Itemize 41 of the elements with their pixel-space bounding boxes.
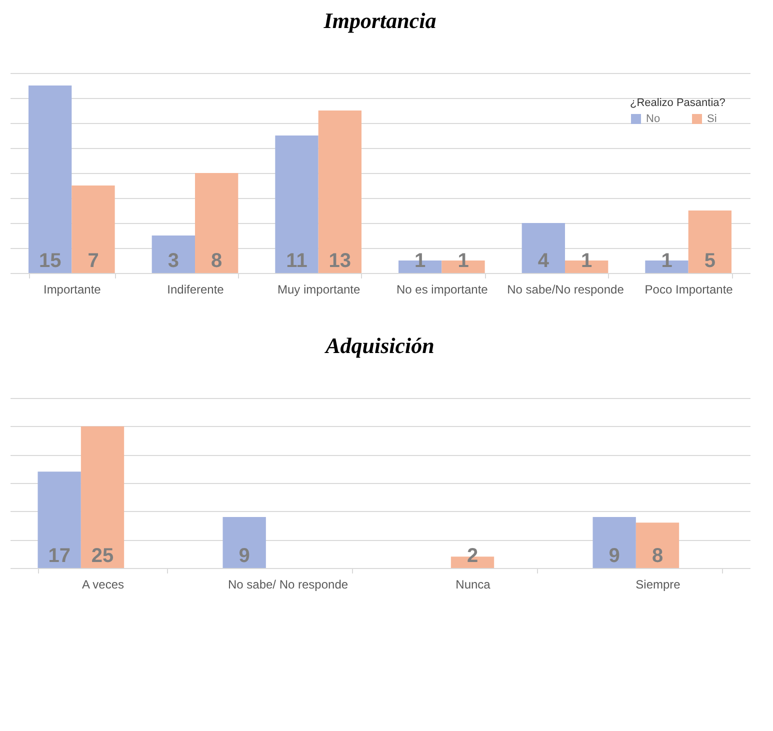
x-tick-label: Nunca xyxy=(456,578,491,592)
data-label: 25 xyxy=(91,545,114,567)
x-tick-label: No sabe/No responde xyxy=(507,282,624,296)
bar xyxy=(522,223,565,273)
bar xyxy=(72,186,115,273)
x-tick-label: No es importante xyxy=(396,282,488,296)
bar xyxy=(80,426,124,568)
legend-label: Si xyxy=(707,113,717,125)
data-label: 9 xyxy=(238,545,250,567)
legend-label: No xyxy=(646,113,660,125)
x-tick-label: Muy importante xyxy=(277,282,361,296)
bar xyxy=(318,110,362,273)
bar xyxy=(592,517,636,568)
bar xyxy=(152,236,195,273)
x-tick-label: Importante xyxy=(43,282,102,296)
x-tick-label: No sabe/ No responde xyxy=(228,578,348,592)
chart-title: Importancia xyxy=(322,8,436,33)
bar xyxy=(636,522,680,568)
data-label: 13 xyxy=(328,250,352,272)
legend-title: ¿Realizo Pasantia? xyxy=(630,97,726,109)
bar xyxy=(28,86,72,273)
data-label: 7 xyxy=(88,250,99,272)
x-tick-label: Indiferente xyxy=(167,282,224,296)
x-tick-label: Siempre xyxy=(636,578,681,592)
bar xyxy=(688,210,732,273)
chart-title: Adquisición xyxy=(324,333,434,358)
data-label: 9 xyxy=(608,545,620,567)
data-label: 4 xyxy=(538,250,550,272)
data-label: 8 xyxy=(211,250,222,272)
bar xyxy=(222,517,266,568)
data-label: 17 xyxy=(48,545,70,567)
x-tick-label: A veces xyxy=(82,578,124,592)
bar xyxy=(38,472,81,568)
data-label: 11 xyxy=(286,250,308,272)
data-label: 8 xyxy=(652,545,664,567)
data-label: 5 xyxy=(704,250,716,272)
bar xyxy=(195,173,238,273)
bar xyxy=(275,136,318,273)
data-label: 15 xyxy=(38,250,62,272)
x-tick-label: Poco Importante xyxy=(644,282,734,296)
data-label: 3 xyxy=(168,250,179,272)
